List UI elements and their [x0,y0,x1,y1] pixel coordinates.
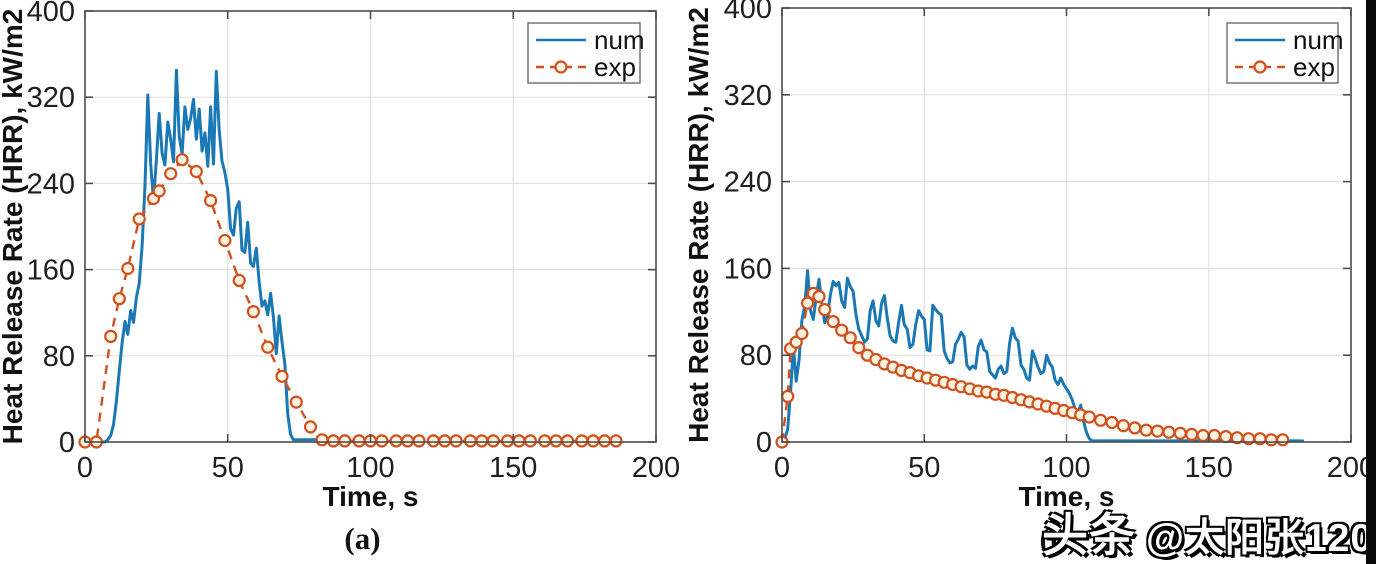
legend-num-label: num [1293,25,1344,55]
x-tick-label: 200 [632,452,680,484]
exp-markers [775,286,1290,449]
y-tick-label: 160 [27,255,75,287]
x-tick-label: 100 [346,452,394,484]
x-tick-label: 0 [77,452,93,484]
x-tick-label: 150 [1185,452,1233,484]
subplot-tag: (a) [344,521,380,556]
y-tick-label: 80 [740,340,772,372]
y-tick-label: 0 [756,427,772,459]
black-edge-strip [1366,0,1376,564]
legend-exp-marker [1253,60,1267,74]
tick-marks [84,10,657,443]
y-axis-label: Heat Release Rate (HRR), kW/m2 [683,7,714,443]
gridlines [782,8,1351,442]
x-tick-label: 50 [212,452,244,484]
y-tick-label: 80 [43,341,75,373]
y-tick-label: 320 [27,82,75,114]
toutiao-watermark: 头条@太阳张12035 [1042,499,1376,564]
x-tick-label: 150 [489,452,537,484]
watermark-handle-text: @太阳张12035 [1146,517,1376,560]
y-tick-label: 240 [724,167,772,199]
legend-exp-label: exp [1293,52,1335,82]
legend-exp-label: exp [594,52,636,82]
watermark-logo-text: 头条 [1042,509,1136,561]
x-tick-label: 100 [1042,452,1090,484]
x-tick-label: 0 [774,452,790,484]
x-axis-label: Time, s [323,481,419,512]
num-series-line [780,269,1305,444]
legend-box [527,22,641,84]
exp-markers [78,153,623,449]
gridlines [85,11,656,442]
x-axis-label: Time, s [1019,481,1115,512]
y-tick-label: 240 [27,168,75,200]
legend-exp-marker [554,60,568,74]
tick-marks [781,7,1352,443]
subplot-a: 0 50 100 150 200 0 80 160 240 320 400 Time, s Heat R… [0,0,680,556]
y-tick-label: 400 [27,0,75,28]
y-tick-label: 400 [724,0,772,25]
legend-box [1226,22,1339,84]
y-axis-label: Heat Release Rate (HRR), kW/m2 [0,9,28,445]
x-tick-label: 50 [908,452,940,484]
y-tick-label: 320 [724,80,772,112]
subplot-tag: (b) [1040,521,1078,556]
legend-num-label: num [594,25,645,55]
y-tick-label: 160 [724,253,772,285]
num-series-line [83,68,321,444]
y-tick-label: 0 [59,427,75,459]
